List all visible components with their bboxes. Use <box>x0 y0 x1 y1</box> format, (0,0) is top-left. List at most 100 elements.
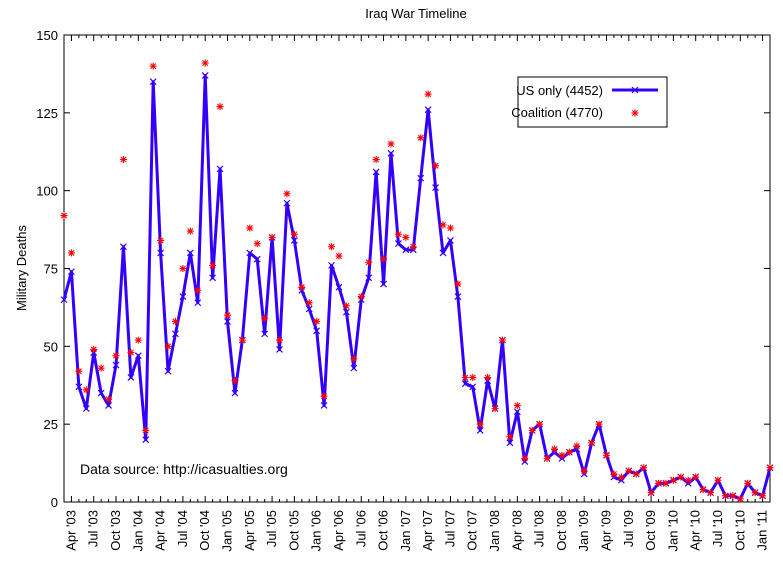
x-tick-label: Apr '10 <box>688 510 703 551</box>
series-us-point <box>447 237 454 244</box>
series-us-point <box>112 361 120 369</box>
series-coalition-point <box>194 286 202 294</box>
legend-swatch-coalition <box>631 109 639 117</box>
x-tick-label: Oct '09 <box>643 510 658 551</box>
series-coalition-point <box>714 476 722 484</box>
series-us-point <box>97 389 105 397</box>
series-layer <box>60 59 774 503</box>
series-us-point <box>68 268 75 276</box>
y-tick-label: 25 <box>44 417 58 432</box>
series-coalition-point <box>424 90 432 98</box>
x-tick-label: Jul '10 <box>710 510 725 547</box>
x-tick-label: Oct '07 <box>465 510 480 551</box>
series-coalition-point <box>603 451 611 459</box>
series-coalition-point <box>625 467 633 475</box>
series-us-point <box>186 249 194 257</box>
series-coalition-point <box>342 302 350 310</box>
series-coalition-point <box>298 283 306 291</box>
series-coalition-point <box>595 420 603 428</box>
series-coalition-point <box>513 401 521 409</box>
series-coalition-point <box>82 386 90 394</box>
series-us-point <box>82 405 90 413</box>
legend-label-us: US only (4452) <box>516 83 603 98</box>
x-tick-label: Oct '08 <box>554 510 569 551</box>
x-tick-label: Jan '08 <box>487 510 502 552</box>
series-us-point <box>305 305 313 313</box>
series-coalition-point <box>617 473 625 481</box>
series-coalition-point <box>261 314 269 322</box>
x-tick-label: Jan '04 <box>130 510 145 552</box>
x-tick-label: Oct '03 <box>108 510 123 551</box>
series-coalition-point <box>759 492 767 500</box>
series-coalition-point <box>380 255 388 263</box>
series-coalition-point <box>655 479 663 487</box>
series-coalition-point <box>766 464 774 472</box>
series-coalition-point <box>744 479 752 487</box>
series-coalition-point <box>75 367 83 375</box>
series-coalition-point <box>588 439 596 447</box>
series-coalition-point <box>610 470 618 478</box>
x-tick-label: Oct '10 <box>732 510 747 551</box>
x-tick-label: Jan '11 <box>755 510 770 551</box>
x-tick-label: Apr '05 <box>242 510 257 551</box>
series-coalition-point <box>707 489 715 497</box>
x-tick-label: Apr '06 <box>331 510 346 551</box>
series-us-point <box>157 249 165 257</box>
series-coalition-point <box>97 364 105 372</box>
y-tick-label: 0 <box>51 495 58 510</box>
x-tick-label: Jan '09 <box>576 510 591 552</box>
x-tick-label: Apr '08 <box>509 510 524 551</box>
series-coalition-point <box>90 345 98 353</box>
series-coalition-point <box>276 336 284 344</box>
series-coalition-point <box>157 236 165 244</box>
x-tick-label: Jan '10 <box>665 510 680 552</box>
y-tick-label: 125 <box>36 106 58 121</box>
series-coalition-point <box>736 495 744 503</box>
series-us-point <box>231 389 239 397</box>
legend-box <box>517 76 668 128</box>
series-coalition-point <box>238 336 246 344</box>
series-coalition-point <box>432 162 440 170</box>
series-coalition-point <box>684 476 692 484</box>
series-us-point <box>209 274 217 282</box>
x-tick-label: Apr '03 <box>63 510 78 551</box>
series-coalition-point <box>506 433 514 441</box>
series-us-point <box>394 240 402 248</box>
series-us-point <box>276 346 283 353</box>
series-coalition-point <box>119 156 127 164</box>
series-coalition-point <box>209 261 217 269</box>
series-us-point <box>261 330 269 338</box>
series-coalition-point <box>647 489 655 497</box>
series-coalition-point <box>127 349 135 357</box>
x-tick-label: Jul '03 <box>86 510 101 547</box>
series-coalition-point <box>669 476 677 484</box>
series-coalition-point <box>387 140 395 148</box>
x-tick-label: Jul '08 <box>532 510 547 547</box>
y-tick-label: 50 <box>44 339 58 354</box>
data-source-note: Data source: http://icasualties.org <box>80 461 288 477</box>
y-tick-label: 100 <box>36 184 58 199</box>
series-coalition-point <box>142 426 150 434</box>
series-coalition-point <box>699 486 707 494</box>
series-us-point <box>224 318 231 325</box>
x-tick-label: Jul '05 <box>264 510 279 547</box>
series-us-point <box>313 327 321 335</box>
chart-title: Iraq War Timeline <box>365 6 466 21</box>
series-us-point <box>120 243 127 251</box>
series-coalition-point <box>484 373 492 381</box>
series-coalition-point <box>536 420 544 428</box>
series-coalition-point <box>454 280 462 288</box>
series-coalition-point <box>439 221 447 229</box>
series-coalition-point <box>134 336 142 344</box>
series-coalition-point <box>476 420 484 428</box>
series-coalition-point <box>268 233 276 241</box>
y-tick-label: 75 <box>44 262 58 277</box>
series-us-point <box>454 293 462 300</box>
series-coalition-point <box>632 470 640 478</box>
series-us-point <box>335 283 343 291</box>
series-us-point <box>469 383 477 391</box>
series-us-point <box>194 299 202 307</box>
series-coalition-point <box>179 265 187 272</box>
